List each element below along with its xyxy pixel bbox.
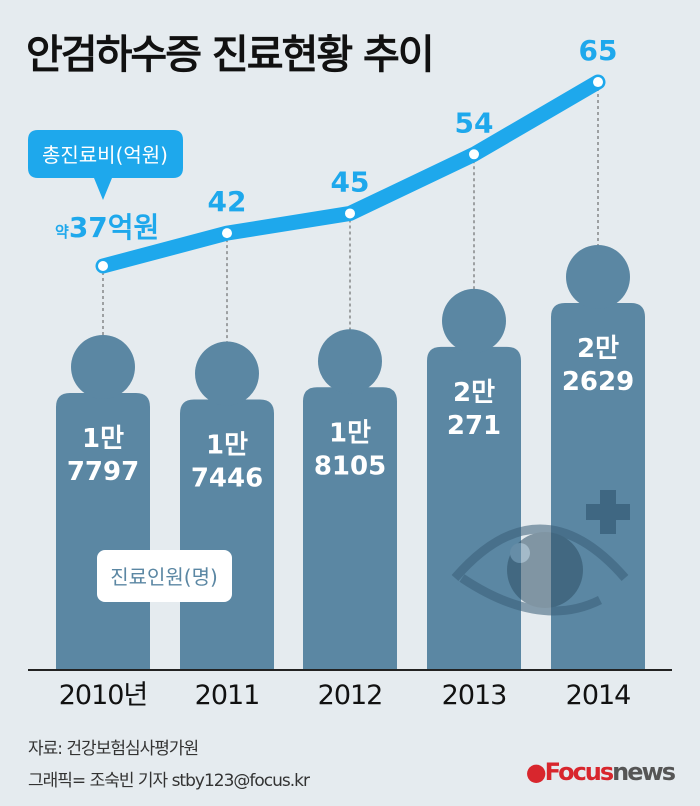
line-legend-bubble — [28, 130, 183, 200]
cost-point — [345, 208, 355, 219]
bar-label: 2만 — [577, 334, 619, 364]
cost-point — [593, 77, 603, 88]
line-legend-label: 총진료비(억원) — [42, 143, 168, 167]
source-text: 자료: 건강보험심사평가원 — [28, 739, 199, 759]
cost-point — [222, 228, 232, 239]
bar-2012 — [303, 387, 397, 670]
line-label: 45 — [331, 165, 370, 198]
bar-label: 7446 — [191, 464, 263, 494]
person-head — [442, 288, 506, 353]
person-head — [195, 341, 259, 406]
cost-point — [469, 149, 479, 160]
x-tick-label: 2014 — [566, 680, 631, 711]
x-tick-label: 2012 — [318, 680, 383, 711]
x-tick-label: 2011 — [195, 680, 260, 711]
line-label: 약37억원 — [55, 211, 159, 244]
cost-point — [98, 261, 108, 271]
bar-legend-label: 진료인원(명) — [110, 565, 218, 589]
bar-label: 7797 — [67, 457, 139, 487]
person-head — [318, 329, 382, 394]
bar-label: 2629 — [562, 367, 634, 397]
bar-label: 8105 — [314, 451, 386, 481]
bar-label: 2만 — [453, 378, 495, 408]
x-tick-label: 2010년 — [59, 680, 148, 711]
credit-text: 그래픽= 조숙빈 기자 stby123@focus.kr — [28, 771, 310, 791]
bar-label: 1만 — [329, 418, 371, 448]
x-tick-label: 2013 — [442, 680, 507, 711]
bar-label: 271 — [447, 411, 501, 441]
bar-2011 — [180, 399, 274, 670]
plus-icon — [586, 490, 630, 534]
chart-title: 안검하수증 진료현황 추이 — [26, 32, 435, 78]
person-head — [71, 335, 135, 399]
bar-label: 1만 — [82, 424, 124, 454]
focusnews-logo: ●Focusnews — [525, 758, 676, 786]
person-head — [566, 244, 630, 309]
eye-icon — [451, 524, 629, 616]
line-label: 54 — [455, 106, 494, 139]
line-label: 65 — [579, 34, 618, 67]
bar-2013 — [427, 346, 521, 670]
bar-legend-box — [97, 550, 232, 602]
line-label: 42 — [208, 185, 247, 218]
bar-label: 1만 — [206, 431, 248, 461]
